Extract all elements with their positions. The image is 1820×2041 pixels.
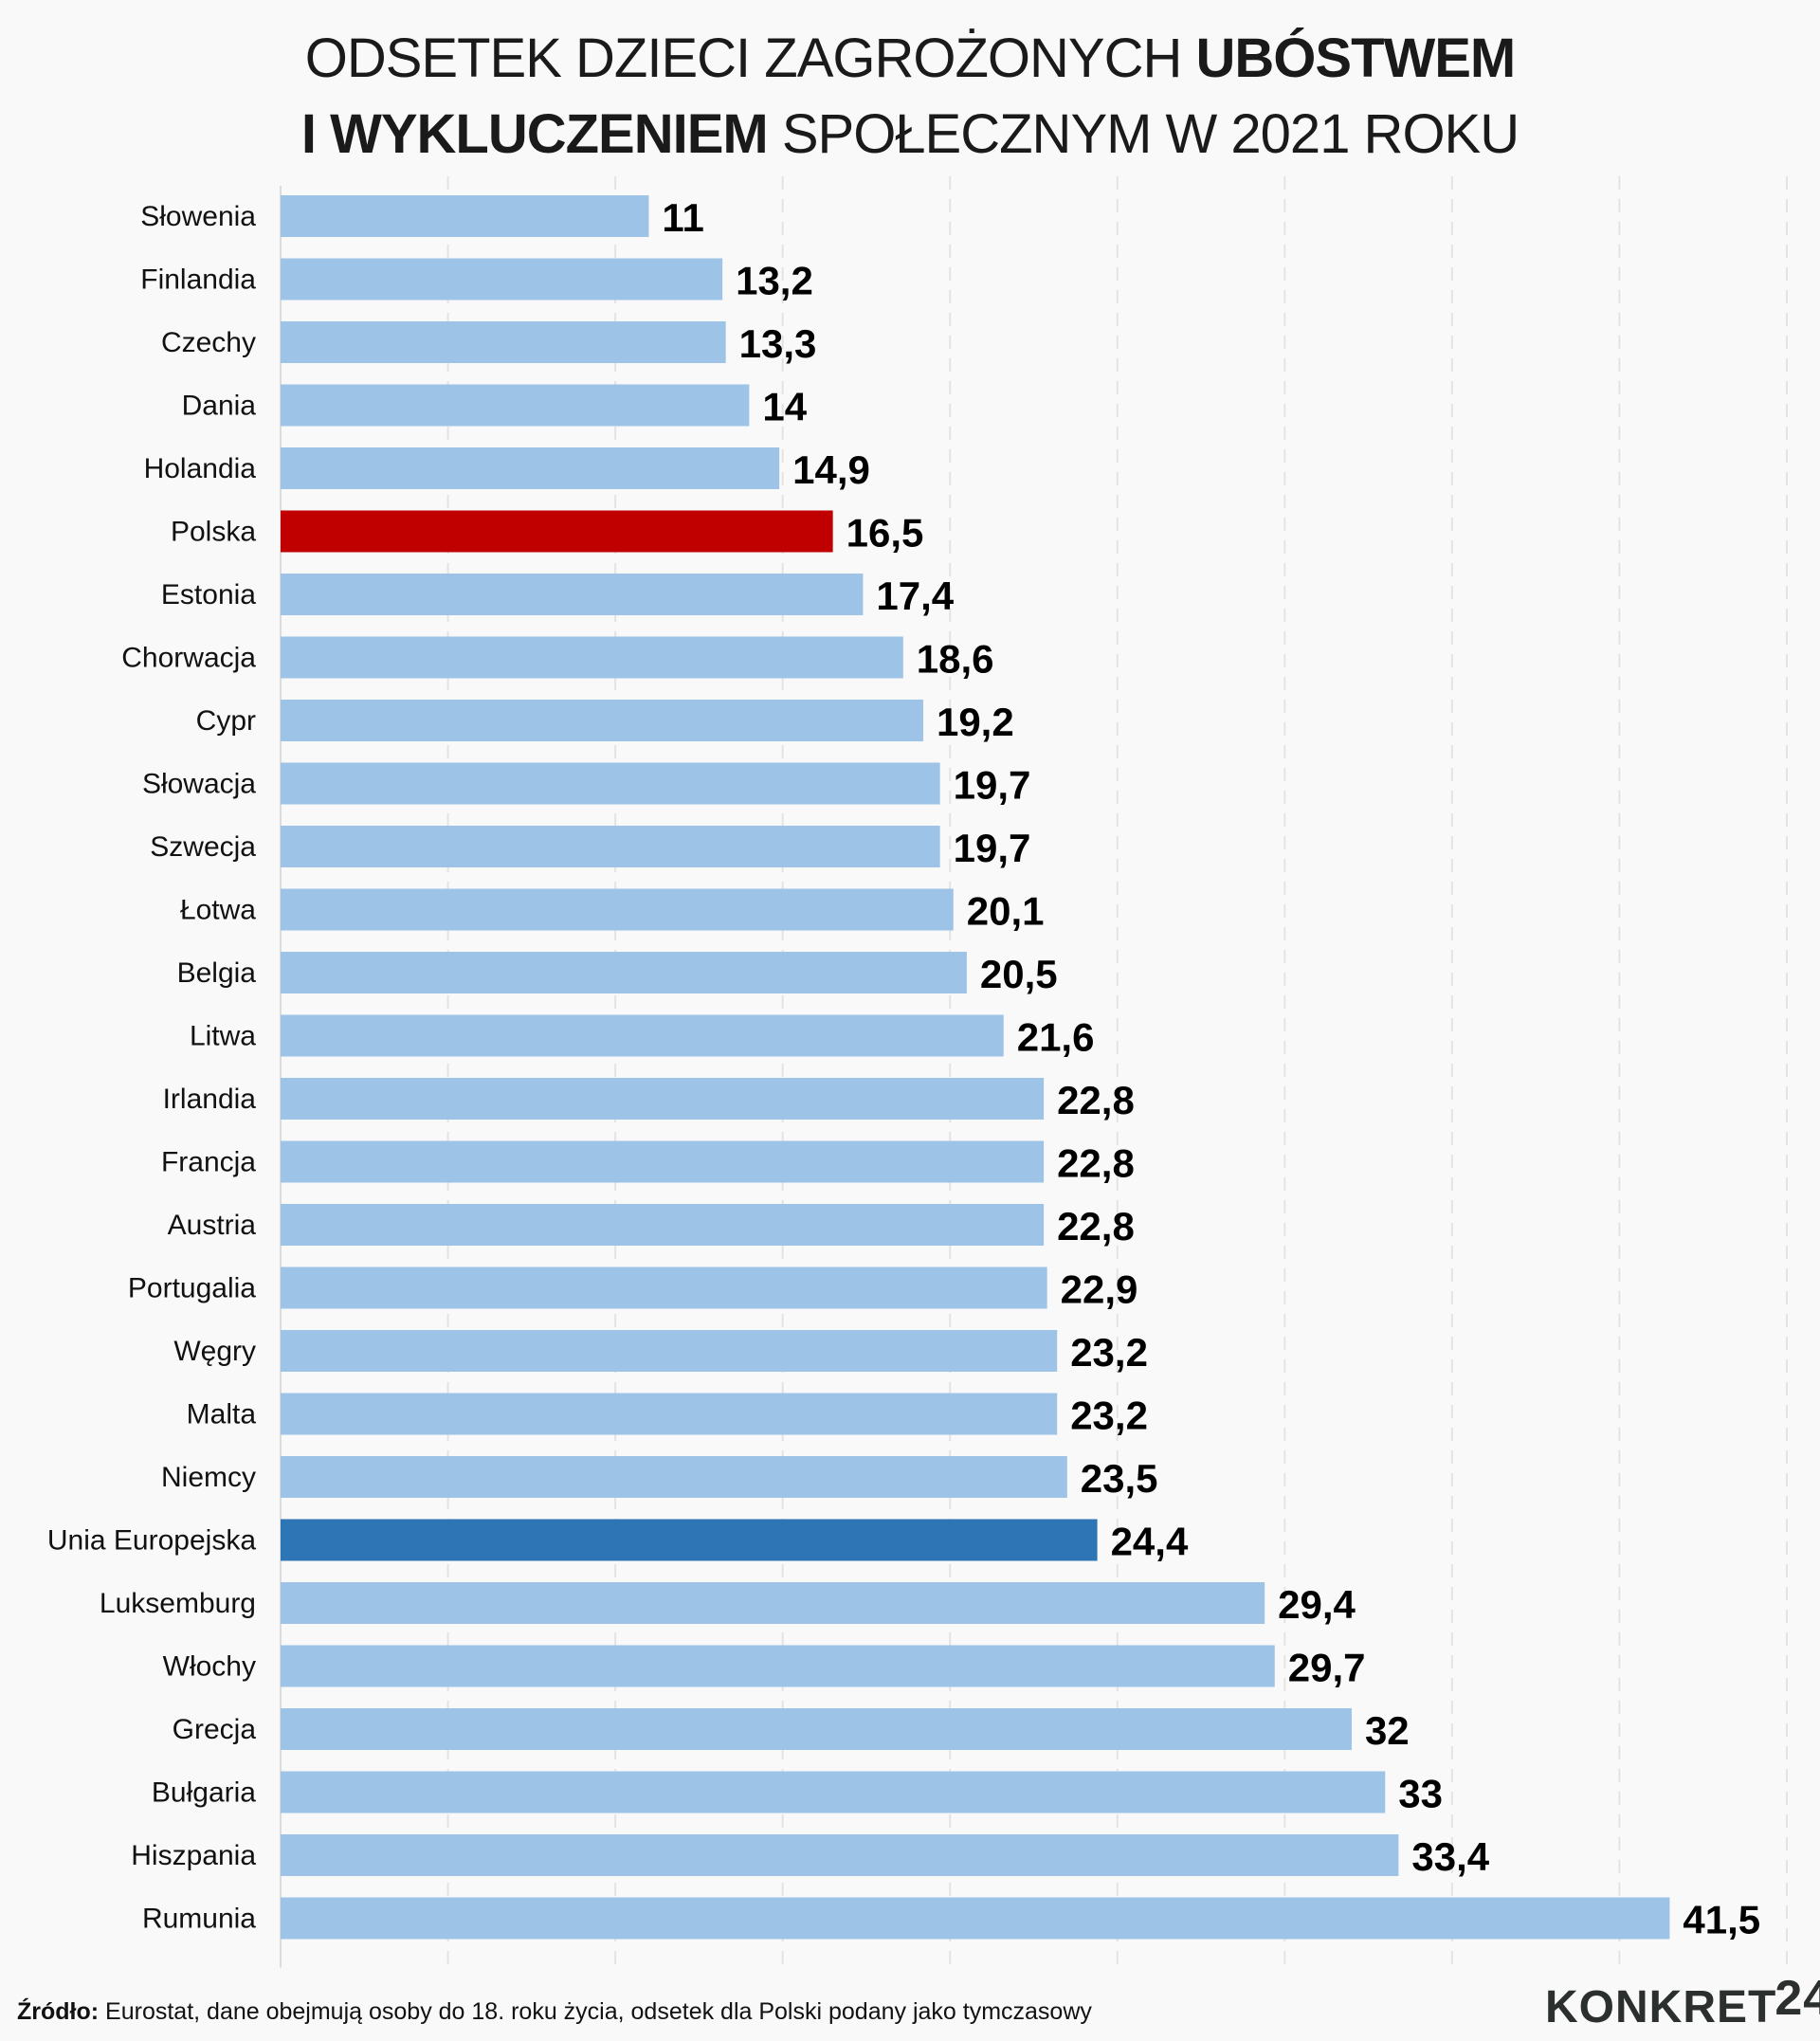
category-label: Czechy: [161, 327, 256, 358]
value-label: 22,8: [1057, 1141, 1135, 1186]
category-label: Belgia: [177, 957, 257, 989]
value-label: 21,6: [1017, 1015, 1095, 1060]
category-label: Cypr: [196, 705, 256, 737]
category-label: Luksemburg: [100, 1588, 256, 1619]
category-label: Niemcy: [161, 1462, 256, 1493]
bar-Rumunia: [281, 1897, 1670, 1940]
category-label: Litwa: [190, 1021, 256, 1052]
bar-Unia Europejska: [281, 1519, 1098, 1561]
category-label: Włochy: [163, 1651, 256, 1683]
category-label: Austria: [168, 1210, 257, 1241]
category-label: Estonia: [161, 579, 256, 610]
value-label: 23,2: [1070, 1394, 1148, 1438]
value-label: 19,7: [954, 763, 1031, 808]
value-label: 14,9: [792, 447, 870, 492]
bar-Słowacja: [281, 762, 940, 805]
category-label: Dania: [182, 391, 257, 422]
title-bold-text: I WYKLUCZENIEM: [300, 103, 769, 165]
value-label: 23,2: [1070, 1330, 1148, 1375]
value-label: 24,4: [1111, 1520, 1189, 1564]
value-label: 29,7: [1288, 1646, 1366, 1690]
title-light-text: SPOŁECZNYM W 2021 ROKU: [767, 103, 1520, 165]
category-label: Słowenia: [140, 201, 256, 232]
category-label: Węgry: [173, 1336, 256, 1367]
value-label: 20,1: [967, 889, 1045, 934]
category-label: Finlandia: [140, 264, 256, 296]
bar-Francja: [281, 1140, 1045, 1183]
value-label: 41,5: [1683, 1898, 1760, 1942]
bar-Łotwa: [281, 888, 954, 931]
category-label: Grecja: [173, 1714, 257, 1745]
bar-Dania: [281, 384, 750, 427]
value-label: 19,2: [937, 700, 1014, 744]
source-text: Eurostat, dane obejmują osoby do 18. rok…: [99, 1998, 1092, 2025]
bar-Luksemburg: [281, 1582, 1265, 1624]
value-label: 18,6: [917, 637, 994, 682]
bar-Malta: [281, 1393, 1058, 1435]
bar-Estonia: [281, 574, 864, 615]
bar-Litwa: [281, 1014, 1004, 1057]
bar-Grecja: [281, 1708, 1352, 1750]
bar-Belgia: [281, 952, 967, 993]
value-label: 22,8: [1057, 1204, 1135, 1248]
category-label: Szwecja: [150, 831, 256, 863]
logo-text: KONKRET: [1545, 1982, 1777, 2032]
category-label: Francja: [161, 1147, 256, 1178]
category-label: Malta: [187, 1399, 257, 1431]
bar-Holandia: [281, 447, 780, 489]
title-light-text: ODSETEK DZIECI ZAGROŻONYCH: [304, 27, 1196, 89]
bar-Cypr: [281, 700, 923, 741]
value-label: 32: [1365, 1708, 1410, 1753]
konkret24-logo: KONKRET24: [1545, 1970, 1820, 2033]
chart-title-line-1: ODSETEK DZIECI ZAGROŻONYCH UBÓSTWEM: [0, 27, 1820, 90]
category-label: Polska: [171, 517, 256, 548]
value-label: 20,5: [980, 952, 1058, 996]
value-label: 33,4: [1411, 1834, 1489, 1879]
category-label: Hiszpania: [131, 1840, 256, 1871]
category-label: Irlandia: [163, 1084, 257, 1115]
bar-Irlandia: [281, 1078, 1045, 1120]
bar-Czechy: [281, 321, 726, 363]
category-label: Łotwa: [180, 895, 256, 926]
chart-title-line-2: I WYKLUCZENIEM SPOŁECZNYM W 2021 ROKU: [0, 102, 1820, 166]
bar-Słowenia: [281, 195, 649, 237]
category-label: Bułgaria: [152, 1777, 256, 1809]
value-label: 11: [662, 195, 703, 240]
value-label: 16,5: [846, 511, 924, 556]
bar-Chorwacja: [281, 636, 903, 679]
category-label: Słowacja: [142, 769, 256, 800]
logo-number: 24: [1774, 1971, 1820, 2026]
value-label: 33: [1398, 1772, 1443, 1816]
value-label: 23,5: [1081, 1456, 1158, 1501]
value-label: 13,3: [739, 321, 817, 366]
source-label: Źródło:: [17, 1998, 100, 2025]
value-label: 22,9: [1061, 1267, 1138, 1312]
value-label: 13,2: [736, 259, 813, 303]
category-label: Rumunia: [142, 1904, 256, 1935]
bar-Austria: [281, 1204, 1045, 1246]
category-label: Holandia: [144, 453, 257, 484]
bar-Portugalia: [281, 1267, 1047, 1309]
title-bold-text: UBÓSTWEM: [1195, 27, 1517, 89]
category-label: Portugalia: [128, 1273, 256, 1304]
bar-Polska: [281, 510, 833, 553]
bar-Finlandia: [281, 258, 723, 301]
bar-Niemcy: [281, 1456, 1067, 1498]
bar-Bułgaria: [281, 1771, 1386, 1813]
category-label: Unia Europejska: [47, 1525, 256, 1557]
bar-Szwecja: [281, 826, 940, 867]
bar-Węgry: [281, 1330, 1058, 1372]
value-label: 29,4: [1278, 1582, 1356, 1627]
value-label: 22,8: [1057, 1078, 1135, 1122]
value-label: 14: [762, 385, 807, 429]
category-label: Chorwacja: [121, 643, 256, 674]
bar-Hiszpania: [281, 1834, 1399, 1876]
value-label: 19,7: [954, 826, 1031, 870]
bar-Włochy: [281, 1645, 1275, 1687]
source-note: Źródło: Eurostat, dane obejmują osoby do…: [17, 1998, 1092, 2026]
value-label: 17,4: [876, 574, 954, 618]
